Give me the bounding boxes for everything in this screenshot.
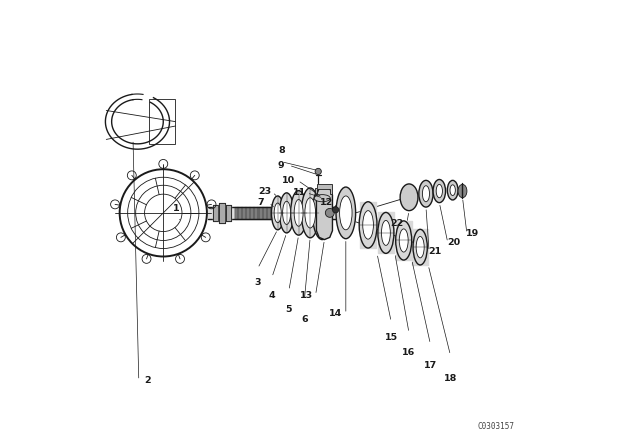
Ellipse shape xyxy=(305,198,316,228)
Ellipse shape xyxy=(400,184,418,211)
Polygon shape xyxy=(148,99,175,144)
Text: 12: 12 xyxy=(320,198,333,207)
Text: 8: 8 xyxy=(278,146,285,155)
Ellipse shape xyxy=(291,190,307,235)
Circle shape xyxy=(325,208,334,217)
Ellipse shape xyxy=(458,185,467,198)
Text: 10: 10 xyxy=(282,176,296,185)
Ellipse shape xyxy=(450,185,455,195)
Ellipse shape xyxy=(280,193,294,233)
Text: 5: 5 xyxy=(285,305,292,314)
Ellipse shape xyxy=(271,196,284,230)
Text: 11: 11 xyxy=(292,188,306,197)
Text: 13: 13 xyxy=(300,291,313,300)
Ellipse shape xyxy=(359,202,377,248)
Ellipse shape xyxy=(314,194,330,202)
Ellipse shape xyxy=(413,229,428,265)
Text: C0303157: C0303157 xyxy=(477,422,515,431)
Text: 4: 4 xyxy=(269,291,275,300)
Ellipse shape xyxy=(436,185,442,198)
Ellipse shape xyxy=(274,203,281,223)
Text: 2: 2 xyxy=(145,376,151,385)
Circle shape xyxy=(332,207,339,213)
Ellipse shape xyxy=(433,180,445,202)
Text: 23: 23 xyxy=(258,187,271,196)
Ellipse shape xyxy=(316,196,328,230)
Ellipse shape xyxy=(396,221,412,260)
Ellipse shape xyxy=(340,196,352,230)
Ellipse shape xyxy=(416,237,424,258)
Text: 21: 21 xyxy=(428,247,442,256)
Ellipse shape xyxy=(363,211,373,239)
Text: 1: 1 xyxy=(173,204,180,213)
Text: 7: 7 xyxy=(257,198,264,207)
Text: 16: 16 xyxy=(403,348,415,357)
Text: 14: 14 xyxy=(329,310,342,319)
Ellipse shape xyxy=(336,187,356,239)
Text: 20: 20 xyxy=(447,238,460,247)
Text: 6: 6 xyxy=(301,315,308,324)
Text: 22: 22 xyxy=(390,219,404,228)
Ellipse shape xyxy=(378,212,394,254)
Ellipse shape xyxy=(422,186,429,202)
Text: 19: 19 xyxy=(466,229,479,238)
Ellipse shape xyxy=(312,186,332,240)
Ellipse shape xyxy=(294,199,303,226)
Ellipse shape xyxy=(301,188,319,238)
Ellipse shape xyxy=(419,181,433,207)
Circle shape xyxy=(315,168,321,175)
Text: 17: 17 xyxy=(424,361,437,370)
Ellipse shape xyxy=(447,181,458,200)
Ellipse shape xyxy=(283,201,291,224)
Text: 9: 9 xyxy=(278,161,285,170)
Ellipse shape xyxy=(399,229,408,252)
Polygon shape xyxy=(316,186,332,240)
Polygon shape xyxy=(315,184,332,194)
Ellipse shape xyxy=(381,220,390,246)
Text: 18: 18 xyxy=(444,375,457,383)
Text: 3: 3 xyxy=(255,278,261,287)
Text: 15: 15 xyxy=(385,333,398,342)
